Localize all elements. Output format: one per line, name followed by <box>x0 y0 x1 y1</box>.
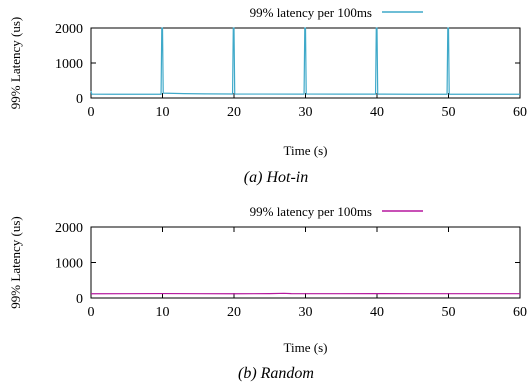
x-axis-label: Time (s) <box>284 340 328 355</box>
y-axis-label: 99% Latency (us) <box>8 17 23 109</box>
x-tick-label: 30 <box>299 105 313 120</box>
x-tick-label: 60 <box>513 105 527 120</box>
legend-label: 99% latency per 100ms <box>250 5 372 20</box>
x-tick-label: 0 <box>88 105 95 120</box>
y-tick-label: 2000 <box>55 221 83 236</box>
x-tick-label: 10 <box>156 105 170 120</box>
x-tick-label: 40 <box>370 305 384 320</box>
series-line <box>90 27 520 95</box>
y-tick-label: 0 <box>76 292 83 307</box>
x-tick-label: 60 <box>513 305 527 320</box>
x-tick-label: 20 <box>227 105 241 120</box>
chart-random: 0 10 20 30 40 50 60 0 1000 2000 Time (s) 99% Latenc… <box>8 204 527 355</box>
y-tick-label: 1000 <box>55 57 83 72</box>
x-tick-label: 0 <box>88 305 95 320</box>
caption-random: (b) Random <box>238 365 314 382</box>
x-axis-label: Time (s) <box>284 143 328 158</box>
y-axis-label: 99% Latency (us) <box>8 216 23 308</box>
y-tick-label: 2000 <box>55 22 83 37</box>
legend-label: 99% latency per 100ms <box>250 204 372 219</box>
chart-hot-in: 0 10 20 30 40 50 60 0 1000 2000 Time (s) 99% Latenc… <box>8 5 527 158</box>
x-tick-label: 10 <box>156 305 170 320</box>
x-tick-label: 40 <box>370 105 384 120</box>
y-tick-label: 1000 <box>55 257 83 272</box>
x-tick-label: 50 <box>442 105 456 120</box>
x-tick-label: 50 <box>442 305 456 320</box>
plot-frame <box>90 226 521 299</box>
x-tick-label: 20 <box>227 305 241 320</box>
x-tick-label: 30 <box>299 305 313 320</box>
y-tick-label: 0 <box>76 92 83 107</box>
caption-hot-in: (a) Hot-in <box>244 169 308 186</box>
